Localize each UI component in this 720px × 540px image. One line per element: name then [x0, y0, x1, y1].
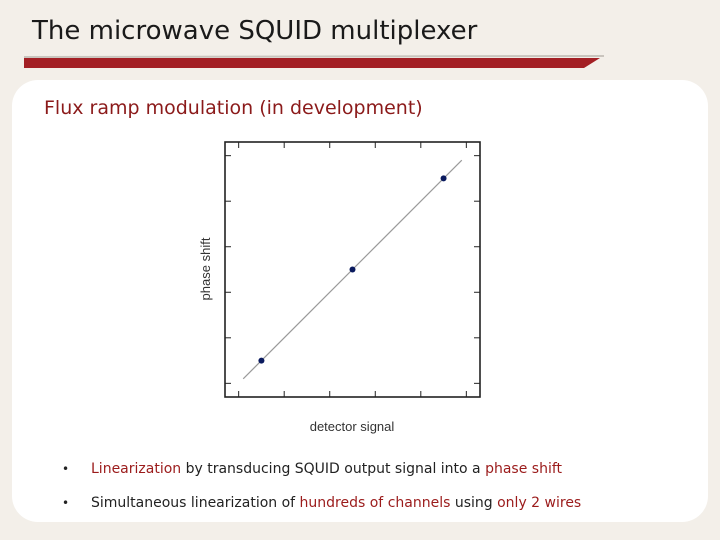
- x-axis-label: detector signal: [310, 419, 395, 434]
- bullet-list: • Linearization by transducing SQUID outp…: [62, 456, 581, 524]
- bullet-item-1: • Linearization by transducing SQUID outp…: [62, 456, 581, 490]
- data-point-1: [258, 357, 265, 364]
- axis-ticks: [225, 142, 480, 397]
- title-underline-red: [24, 58, 600, 68]
- bullet-marker: •: [62, 496, 70, 510]
- highlighted-text: hundreds of channels: [299, 495, 451, 511]
- bullet-text: using: [450, 495, 498, 511]
- data-points: [258, 175, 447, 364]
- slide-title: The microwave SQUID multiplexer: [32, 16, 478, 46]
- title-underline-shadow: [24, 55, 604, 58]
- data-point-3: [440, 175, 447, 182]
- bullet-text: by transducing SQUID output signal into …: [181, 461, 486, 477]
- highlighted-text: only 2 wires: [497, 495, 582, 511]
- slide-subtitle: Flux ramp modulation (in development): [44, 97, 423, 119]
- highlighted-text: Linearization: [91, 461, 182, 477]
- title-underline-bar: [24, 55, 604, 68]
- bullet-text: Simultaneous linearization of: [91, 495, 300, 511]
- highlighted-text: phase shift: [485, 461, 563, 477]
- bullet-marker: •: [62, 462, 70, 476]
- bullet-item-2: • Simultaneous linearization of hundreds …: [62, 490, 581, 524]
- data-point-2: [349, 266, 356, 273]
- phase-vs-signal-chart: phase shift detector signal: [198, 141, 481, 434]
- y-axis-label: phase shift: [198, 237, 213, 300]
